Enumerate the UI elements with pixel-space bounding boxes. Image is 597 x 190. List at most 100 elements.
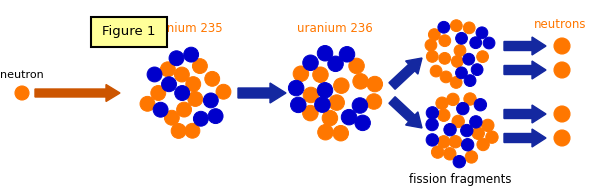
Circle shape [436,97,448,109]
Circle shape [451,55,463,67]
Circle shape [554,62,570,78]
Circle shape [208,109,223,124]
Circle shape [153,102,168,117]
Text: Figure 1: Figure 1 [102,25,156,39]
Text: fission fragments: fission fragments [409,173,511,187]
Circle shape [151,86,166,101]
Circle shape [161,62,176,77]
Circle shape [349,58,364,74]
Circle shape [303,87,319,103]
Circle shape [429,29,440,40]
Circle shape [193,111,208,126]
Circle shape [426,107,439,119]
Circle shape [461,139,474,151]
Circle shape [554,106,570,122]
Circle shape [426,51,438,62]
Circle shape [470,37,482,49]
Circle shape [554,130,570,146]
Text: neutrons: neutrons [534,18,586,32]
Circle shape [449,135,461,148]
Circle shape [185,123,200,138]
Circle shape [465,151,478,163]
Circle shape [474,99,487,111]
Circle shape [483,37,495,49]
Circle shape [447,93,459,106]
Circle shape [169,51,184,66]
Circle shape [293,66,309,82]
Circle shape [554,38,570,54]
Circle shape [444,148,456,160]
Circle shape [334,78,349,93]
Circle shape [175,86,190,101]
Circle shape [438,21,450,33]
Circle shape [451,20,462,32]
Circle shape [192,59,207,74]
Circle shape [174,67,189,82]
Circle shape [438,136,450,148]
Circle shape [162,77,177,92]
Text: neutron: neutron [0,70,44,80]
Circle shape [470,116,482,128]
Circle shape [328,56,343,72]
Circle shape [439,52,451,64]
Circle shape [430,65,442,77]
Circle shape [482,119,494,132]
Circle shape [171,124,186,138]
Circle shape [457,102,469,115]
FancyArrow shape [35,85,120,101]
Circle shape [477,138,490,151]
Circle shape [317,82,333,98]
Circle shape [216,84,231,99]
Circle shape [486,131,498,143]
Circle shape [425,39,437,51]
Circle shape [471,64,483,76]
Circle shape [186,77,201,92]
Circle shape [353,74,368,89]
Circle shape [463,22,475,34]
Circle shape [476,27,488,39]
FancyArrow shape [504,61,546,79]
Text: uranium 236: uranium 236 [297,21,373,35]
Circle shape [313,67,328,82]
Circle shape [450,77,462,88]
Circle shape [288,80,304,96]
Circle shape [472,127,484,139]
Circle shape [341,109,357,125]
Circle shape [432,146,444,158]
Circle shape [317,46,333,61]
Circle shape [456,67,467,79]
Circle shape [318,124,333,140]
Circle shape [303,55,318,70]
FancyArrow shape [504,37,546,55]
Circle shape [454,45,466,56]
Circle shape [440,71,452,83]
Circle shape [291,97,306,113]
Circle shape [322,110,338,126]
Circle shape [444,124,456,136]
Circle shape [426,134,439,146]
FancyArrow shape [389,58,422,89]
Circle shape [184,47,199,62]
Circle shape [205,71,220,86]
Circle shape [352,98,368,113]
FancyArrow shape [389,97,422,128]
Text: uranium 235: uranium 235 [147,21,223,35]
FancyBboxPatch shape [91,17,167,47]
Circle shape [177,102,192,117]
FancyArrow shape [504,105,546,123]
Circle shape [426,118,438,131]
FancyArrow shape [238,83,286,103]
Circle shape [464,93,476,105]
Circle shape [476,51,488,63]
FancyArrow shape [504,129,546,147]
Circle shape [366,94,381,109]
Circle shape [463,53,475,65]
Circle shape [140,96,155,111]
Circle shape [339,47,355,62]
Circle shape [164,110,179,125]
Circle shape [303,105,318,121]
Circle shape [188,92,203,106]
Circle shape [204,93,219,108]
Circle shape [453,155,466,168]
Circle shape [461,124,473,137]
